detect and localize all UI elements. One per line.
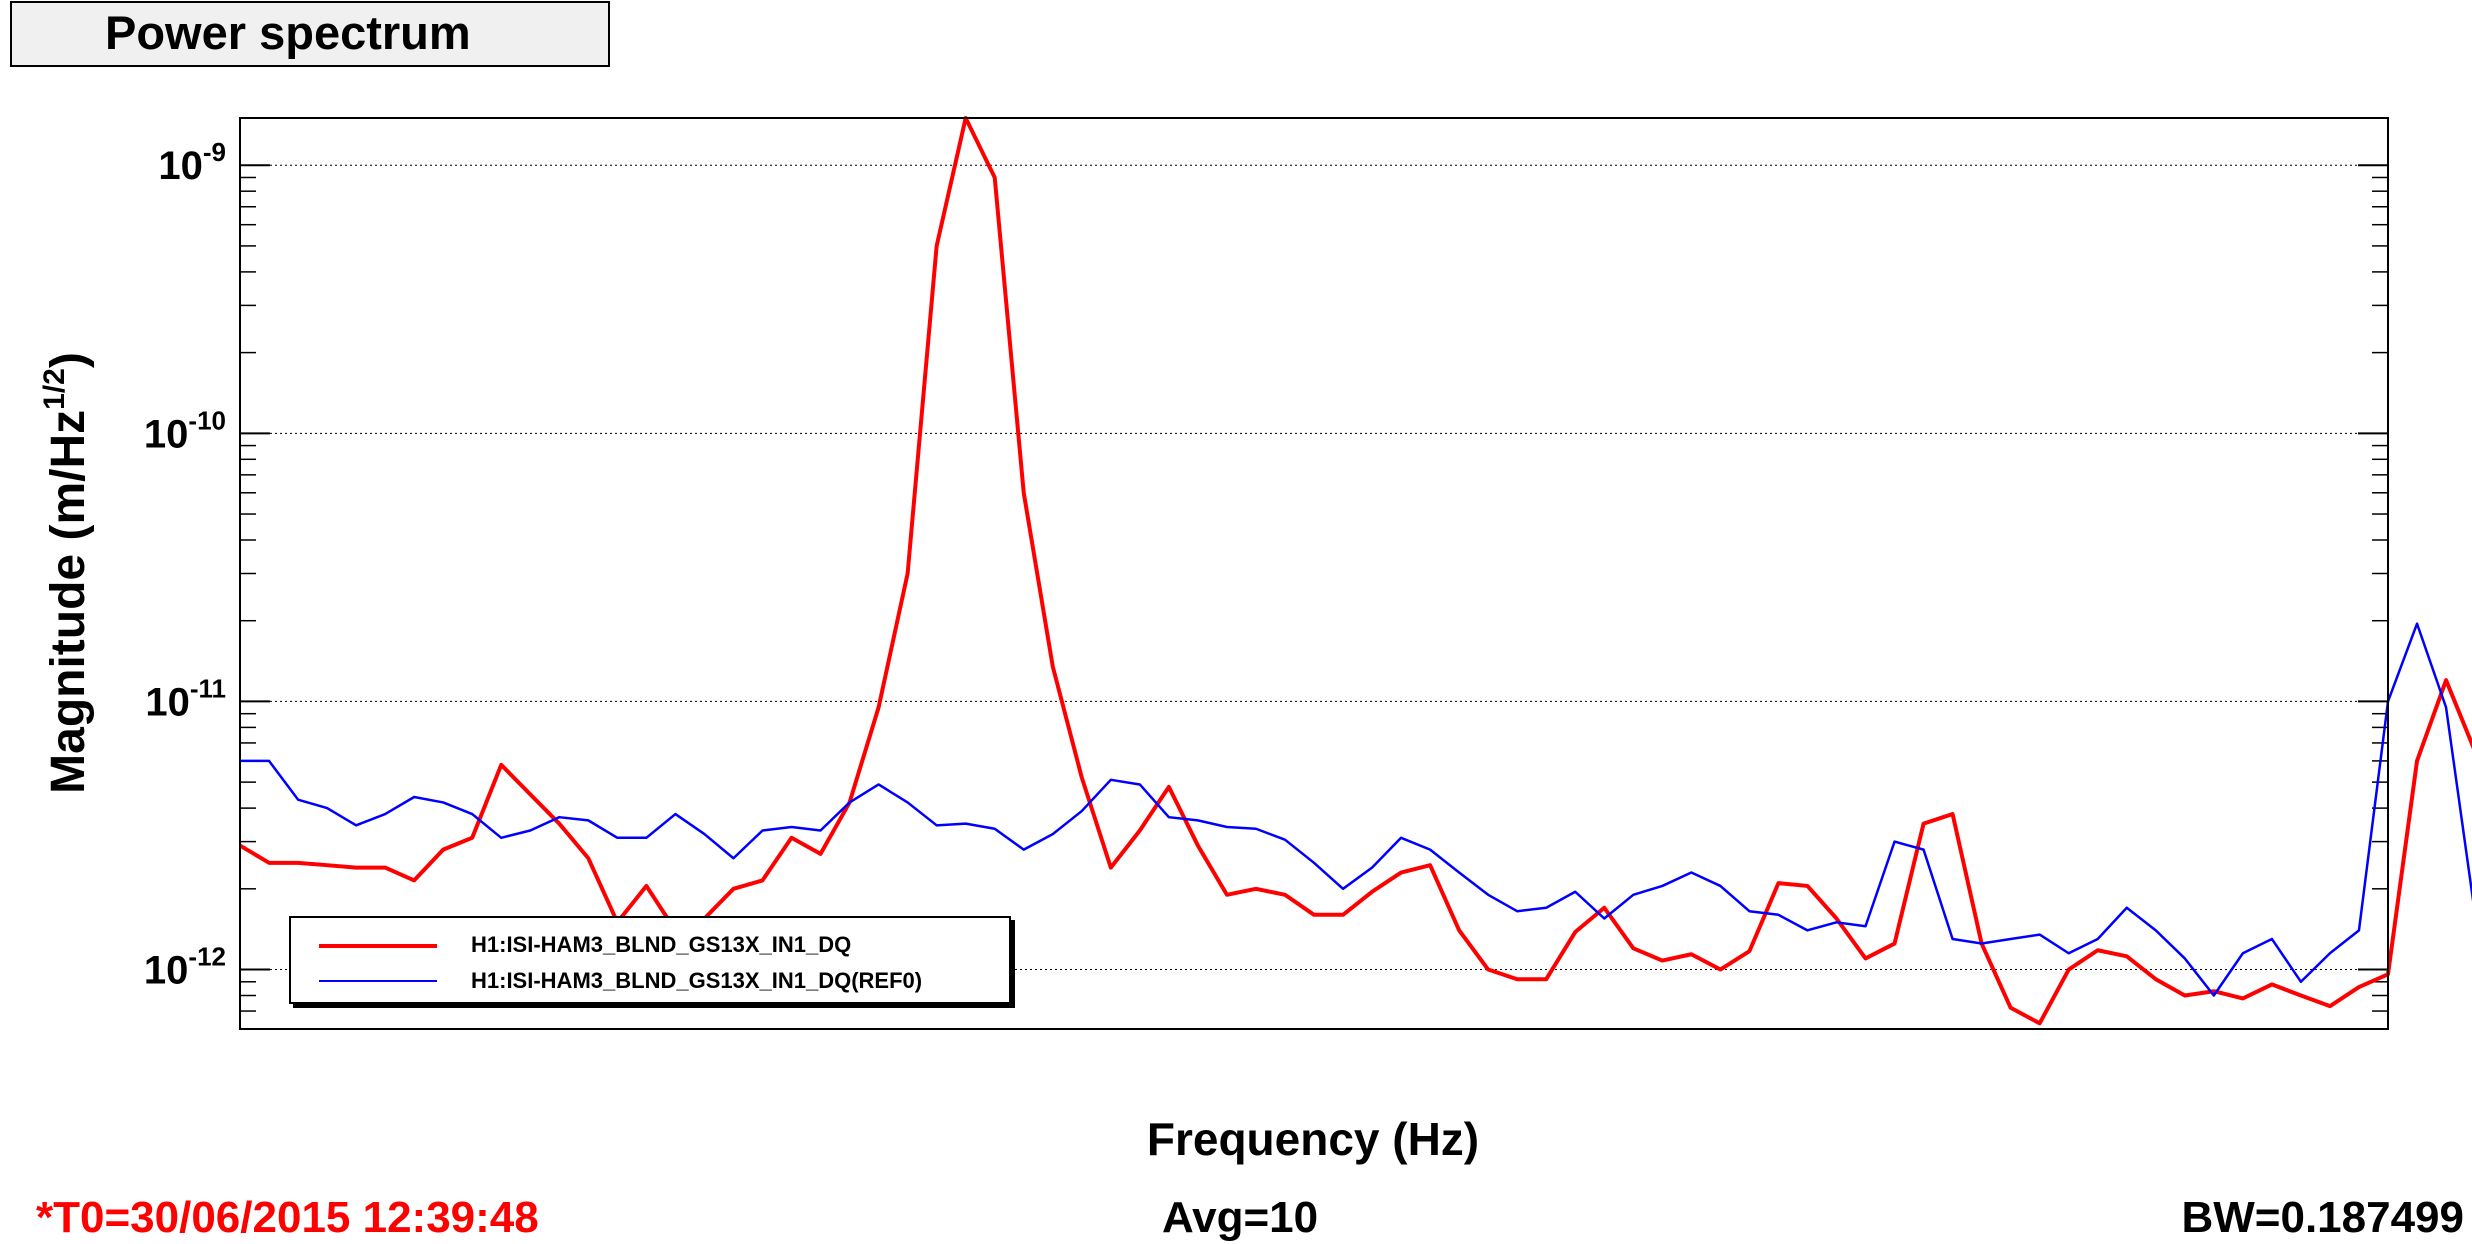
legend-label-series-2: H1:ISI-HAM3_BLND_GS13X_IN1_DQ(REF0) <box>471 968 923 993</box>
footer-t0-timestamp: *T0=30/06/2015 12:39:48 <box>36 1193 539 1242</box>
legend-label-series-1: H1:ISI-HAM3_BLND_GS13X_IN1_DQ <box>471 932 852 957</box>
series-layer <box>238 116 2472 1026</box>
legend: H1:ISI-HAM3_BLND_GS13X_IN1_DQ H1:ISI-HAM… <box>289 916 1011 1004</box>
series-line-2 <box>240 622 2472 997</box>
legend-swatch-series-2 <box>319 980 437 982</box>
y-axis-title: Magnitude (m/Hz1/2) <box>38 352 95 794</box>
ticks-layer <box>240 164 2388 1030</box>
x-axis-title: Frequency (Hz) <box>1147 1113 1479 1165</box>
y-axis-title-sup: 1/2 <box>38 368 71 410</box>
series-line-1 <box>238 116 2472 1026</box>
legend-entry-series-1: H1:ISI-HAM3_BLND_GS13X_IN1_DQ <box>291 926 1009 966</box>
y-tick-labels: 10-12 10-11 10-10 10-9 <box>144 137 226 992</box>
y-tick-label--11: 10-11 <box>145 673 226 724</box>
legend-swatch-series-1 <box>319 944 437 948</box>
footer-averages: Avg=10 <box>1162 1193 1319 1242</box>
grid-layer <box>240 164 2388 971</box>
footer-bandwidth: BW=0.187499 <box>2181 1193 2464 1242</box>
y-axis-title-main: Magnitude (m/Hz <box>42 410 95 794</box>
y-tick-label--10: 10-10 <box>144 405 226 456</box>
legend-entry-series-2: H1:ISI-HAM3_BLND_GS13X_IN1_DQ(REF0) <box>291 962 1009 1002</box>
y-tick-label--12: 10-12 <box>144 942 226 993</box>
plot-frame <box>239 117 2389 1030</box>
y-tick-label--9: 10-9 <box>158 137 226 188</box>
chart-title: Power spectrum <box>10 1 610 67</box>
y-axis-title-close: ) <box>42 352 95 368</box>
